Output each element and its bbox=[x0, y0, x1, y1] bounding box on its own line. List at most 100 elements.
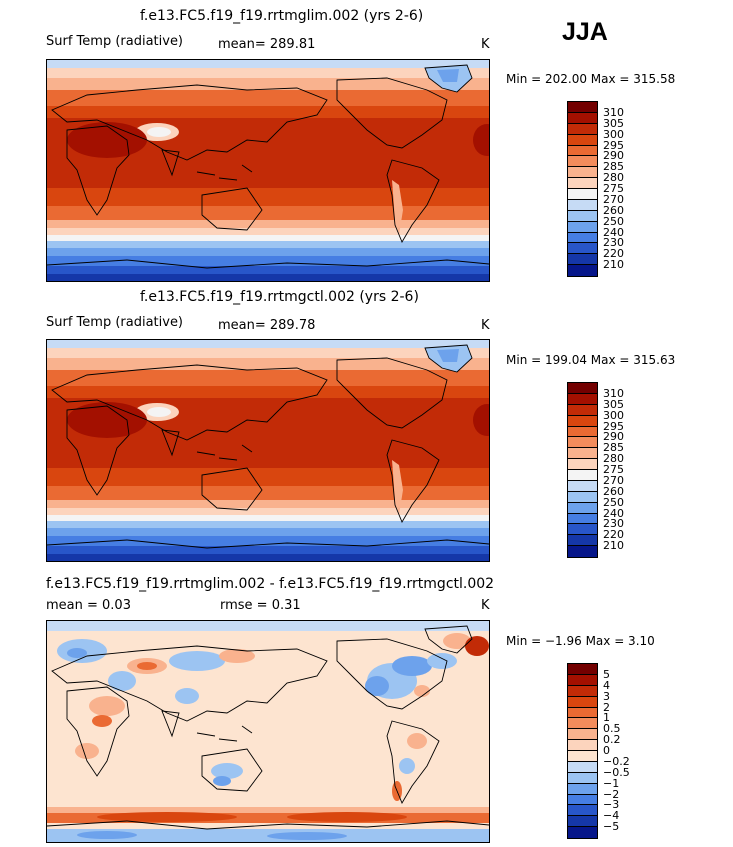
panel1-tick-label: 230 bbox=[603, 236, 624, 250]
panel2-tick-label: 285 bbox=[603, 441, 624, 455]
panel2-tick-label: 310 bbox=[603, 386, 624, 400]
panel1-tick-label: 220 bbox=[603, 247, 624, 261]
panel3-colorbar-swatch bbox=[568, 827, 597, 838]
panel2-colorbar-swatch bbox=[568, 393, 597, 405]
panel3-colorbar-swatch bbox=[568, 664, 597, 675]
panel1-colorbar-swatch bbox=[568, 134, 597, 146]
panel1-colorbar-swatch bbox=[568, 123, 597, 135]
panel3-tick-label: −5 bbox=[603, 820, 620, 834]
panel2-mean: mean= 289.78 bbox=[218, 318, 316, 333]
panel1-colorbar-swatch bbox=[568, 254, 597, 266]
panel3-colorbar-swatch bbox=[568, 674, 597, 686]
panel1-colorbar-swatch bbox=[568, 243, 597, 255]
panel1-colorbar-swatch bbox=[568, 156, 597, 168]
panel2-tick-label: 240 bbox=[603, 506, 624, 520]
panel3-tick-label: 1 bbox=[603, 711, 610, 725]
panel2-tick-label: 230 bbox=[603, 517, 624, 531]
panel3-tick-label: 0 bbox=[603, 744, 610, 757]
panel3-tick-label: 4 bbox=[603, 678, 610, 692]
panel2-tick-label: 290 bbox=[603, 430, 624, 444]
panel1-colorbar-swatch bbox=[568, 167, 597, 179]
panel1-tick-label: 295 bbox=[603, 138, 624, 152]
panel1-colorbar-swatch bbox=[568, 232, 597, 244]
panel2-tick-label: 300 bbox=[603, 408, 624, 422]
panel1-colorbar-swatch bbox=[568, 189, 597, 200]
panel1-tick-label: 240 bbox=[603, 225, 624, 239]
panel1-colorbar-swatch bbox=[568, 265, 597, 276]
panel3-tick-label: 3 bbox=[603, 689, 610, 703]
panel2-tick-label: 295 bbox=[603, 419, 624, 433]
panel3-tick-label: −4 bbox=[603, 809, 620, 823]
panel3-tick-label: −3 bbox=[603, 798, 620, 812]
panel3-tick-label: 0.5 bbox=[603, 722, 621, 736]
panel1-title: f.e13.FC5.f19_f19.rrtmglim.002 (yrs 2-6) bbox=[140, 8, 424, 24]
panel1-units: K bbox=[481, 37, 490, 52]
panel2-units: K bbox=[481, 318, 490, 333]
panel1-colorbar-swatch bbox=[568, 199, 597, 211]
panel3-colorbar-swatch bbox=[568, 707, 597, 719]
panel1-colorbar-swatch bbox=[568, 102, 597, 113]
panel3-title: f.e13.FC5.f19_f19.rrtmglim.002 - f.e13.F… bbox=[46, 576, 495, 592]
panel3-colorbar-swatch bbox=[568, 696, 597, 708]
panel1-tick-label: 280 bbox=[603, 171, 624, 185]
panel3-colorbar-swatch bbox=[568, 729, 597, 741]
panel1-colorbar-swatch bbox=[568, 178, 597, 189]
panel2-colorbar-swatch bbox=[568, 524, 597, 536]
panel2-map bbox=[46, 339, 490, 562]
panel3-colorbar bbox=[567, 663, 598, 839]
panel2-colorbar-swatch bbox=[568, 426, 597, 438]
panel1-tick-label: 275 bbox=[603, 182, 624, 195]
panel1-tick-label: 270 bbox=[603, 192, 624, 206]
panel1-tick-label: 285 bbox=[603, 160, 624, 174]
panel2-minmax: Min = 199.04 Max = 315.63 bbox=[506, 353, 676, 367]
panel2-colorbar-swatch bbox=[568, 513, 597, 525]
panel1-tick-label: 300 bbox=[603, 127, 624, 141]
panel3-colorbar-swatch bbox=[568, 772, 597, 784]
panel3-colorbar-swatch bbox=[568, 805, 597, 817]
panel3-tick-label: −1 bbox=[603, 776, 620, 790]
panel1-map bbox=[46, 59, 490, 282]
panel2-tick-label: 210 bbox=[603, 539, 624, 553]
panel2-colorbar-swatch bbox=[568, 459, 597, 470]
panel3-tick-label: −2 bbox=[603, 787, 620, 801]
panel2-tick-label: 220 bbox=[603, 528, 624, 542]
panel2-colorbar-swatch bbox=[568, 448, 597, 460]
panel3-colorbar-swatch bbox=[568, 685, 597, 697]
panel1-colorbar-swatch bbox=[568, 221, 597, 233]
panel1-colorbar-swatch bbox=[568, 145, 597, 157]
panel2-colorbar-swatch bbox=[568, 415, 597, 427]
panel3-colorbar-swatch bbox=[568, 751, 597, 762]
panel1-tick-label: 210 bbox=[603, 258, 624, 272]
panel1-tick-label: 290 bbox=[603, 149, 624, 163]
panel2-colorbar-swatch bbox=[568, 546, 597, 557]
panel2-colorbar-swatch bbox=[568, 480, 597, 492]
panel2-colorbar-swatch bbox=[568, 437, 597, 449]
panel1-map-svg bbox=[47, 60, 489, 281]
panel1-tick-label: 305 bbox=[603, 116, 624, 130]
panel2-tick-label: 275 bbox=[603, 463, 624, 476]
panel3-tick-label: 5 bbox=[603, 667, 610, 681]
panel1-colorbar-swatch bbox=[568, 112, 597, 124]
panel1-minmax: Min = 202.00 Max = 315.58 bbox=[506, 72, 676, 86]
panel3-colorbar-swatch bbox=[568, 816, 597, 828]
panel2-tick-label: 280 bbox=[603, 452, 624, 466]
panel3-colorbar-swatch bbox=[568, 718, 597, 730]
panel2-colorbar-swatch bbox=[568, 383, 597, 394]
panel2-colorbar-swatch bbox=[568, 491, 597, 503]
panel1-mean: mean= 289.81 bbox=[218, 37, 316, 52]
panel3-minmax: Min = −1.96 Max = 3.10 bbox=[506, 634, 655, 648]
panel3-colorbar-swatch bbox=[568, 761, 597, 773]
panel3-map-svg bbox=[47, 621, 489, 842]
panel2-colorbar-swatch bbox=[568, 404, 597, 416]
panel3-units: K bbox=[481, 598, 490, 613]
panel1-tick-label: 250 bbox=[603, 214, 624, 228]
panel3-tick-label: 0.2 bbox=[603, 733, 621, 747]
panel2-tick-label: 260 bbox=[603, 484, 624, 498]
panel3-rmse: rmse = 0.31 bbox=[220, 598, 301, 613]
panel1-tick-label: 260 bbox=[603, 203, 624, 217]
panel2-map-svg bbox=[47, 340, 489, 561]
panel3-map bbox=[46, 620, 490, 843]
panel2-colorbar bbox=[567, 382, 598, 558]
panel2-title: f.e13.FC5.f19_f19.rrtmgctl.002 (yrs 2-6) bbox=[140, 289, 419, 305]
panel2-colorbar-swatch bbox=[568, 535, 597, 547]
